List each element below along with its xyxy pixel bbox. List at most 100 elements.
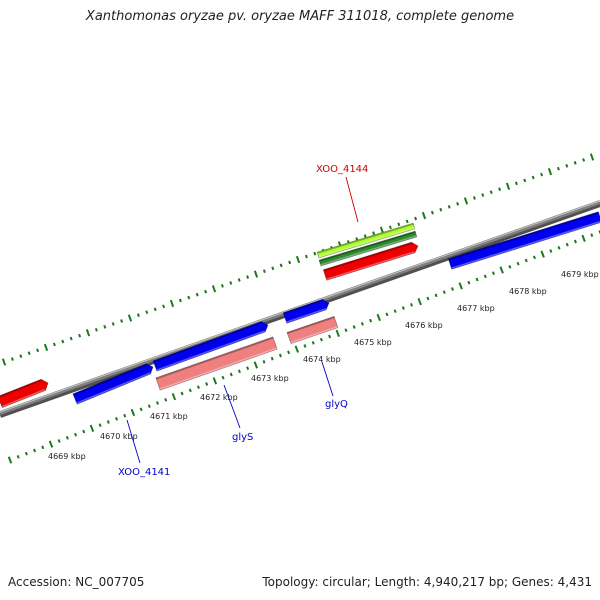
outer-track-tick: [1, 358, 7, 366]
gene-label: glyQ: [325, 399, 348, 410]
outer-track-tick: [237, 278, 241, 282]
inner-track-tick: [385, 312, 389, 317]
outer-track-tick: [27, 351, 31, 356]
outer-track-tick: [61, 339, 65, 344]
outer-track-tick: [211, 285, 217, 293]
inner-track-tick: [115, 416, 119, 421]
inner-track-tick: [410, 302, 414, 307]
inner-track-tick: [311, 340, 315, 345]
inner-track-tick: [41, 445, 45, 450]
scale-label: 4671 kbp: [150, 412, 188, 421]
inner-track-tick: [57, 439, 61, 443]
inner-track-tick: [549, 249, 553, 253]
outer-track-tick: [262, 269, 266, 274]
inner-track-tick: [557, 245, 561, 250]
feature-shadow: [73, 364, 147, 396]
scale-label: 4677 kbp: [457, 304, 495, 313]
gene-labels: XOO_4144 glyQ glyS XOO_4141: [118, 164, 368, 478]
cds-reverse-feature[interactable]: [0, 378, 49, 409]
cds-forward-feature[interactable]: [72, 363, 154, 405]
feature-highlight: [156, 330, 266, 371]
outer-track-tick: [94, 327, 98, 332]
feature-shadow: [287, 316, 335, 334]
feature-shadow: [153, 321, 263, 363]
feature-highlight: [286, 308, 326, 323]
cds-forward-feature[interactable]: [152, 321, 269, 372]
outer-track-tick: [136, 313, 140, 317]
outer-track-tick: [556, 166, 560, 171]
outer-track-tick: [481, 193, 485, 197]
outer-track-tick: [52, 342, 56, 347]
outer-track-tick: [498, 187, 502, 192]
inner-track-tick: [82, 429, 86, 434]
inner-track-tick: [147, 404, 151, 409]
outer-track-tick: [19, 354, 23, 358]
inner-track-tick: [376, 313, 381, 322]
outer-track-tick: [69, 336, 73, 341]
inner-track-tick: [171, 393, 177, 401]
inner-track-tick: [328, 334, 332, 339]
inner-track-tick: [188, 388, 192, 393]
misc-dark-feature[interactable]: [318, 230, 418, 267]
genome-summary: Topology: circular; Length: 4,940,217 bp…: [262, 575, 592, 589]
outer-track-tick: [78, 333, 82, 338]
inner-track-tick: [581, 234, 586, 242]
outer-track-tick: [271, 266, 275, 271]
feature-highlight: [451, 220, 600, 270]
outer-track-tick: [472, 196, 476, 200]
outer-track-tick: [229, 281, 233, 285]
feature-highlight: [318, 227, 415, 258]
gene-label-leader: [223, 384, 241, 429]
outer-track-tick: [514, 181, 518, 186]
cds-reverse-feature[interactable]: [322, 241, 419, 281]
gene-label-leader: [321, 361, 334, 397]
inner-track-tick: [196, 385, 200, 390]
scale-label: 4676 kbp: [405, 321, 443, 330]
inner-track-tick: [360, 321, 364, 326]
outer-track-tick: [246, 275, 250, 279]
backbone-highlight: [0, 200, 600, 413]
outer-track-tick: [162, 304, 166, 309]
outer-track-tick: [589, 153, 595, 161]
outer-track-tick: [220, 284, 224, 288]
genome-title: Xanthomonas oryzae pv. oryzae MAFF 31101…: [85, 9, 515, 24]
outer-track-tick: [120, 319, 124, 323]
outer-track-tick: [187, 295, 191, 300]
inner-track-tick: [303, 344, 307, 348]
cds-forward-feature[interactable]: [282, 298, 330, 324]
inner-track-tick: [458, 282, 463, 290]
outer-track-tick: [523, 178, 527, 183]
inner-track-tick: [450, 287, 455, 291]
inner-track-tick: [24, 451, 28, 456]
outer-track-tick: [111, 322, 115, 326]
inner-track-tick: [499, 266, 504, 274]
inner-track-tick: [590, 233, 594, 238]
outer-track-tick: [582, 158, 586, 162]
outer-track-tick: [397, 222, 401, 227]
misc-light-feature[interactable]: [316, 222, 416, 259]
scale-label: 4673 kbp: [251, 374, 289, 383]
trna-feature[interactable]: [155, 336, 278, 391]
feature-shadow: [319, 231, 416, 262]
outer-track-tick: [421, 211, 427, 220]
inner-track-tick: [393, 309, 397, 314]
inner-track-tick: [65, 435, 69, 440]
outer-track-tick: [388, 225, 392, 230]
outer-track-tick: [153, 307, 157, 312]
gene-label: glyS: [232, 432, 253, 443]
outer-track-tick: [405, 219, 409, 224]
inner-track-tick: [467, 280, 471, 285]
inner-tick-track: [7, 230, 600, 464]
feature-track: [0, 211, 600, 409]
inner-track-tick: [573, 239, 577, 244]
outer-track-tick: [304, 254, 308, 259]
feature-highlight: [76, 372, 151, 404]
outer-track-tick: [573, 161, 577, 165]
gene-label: XOO_4141: [118, 467, 170, 478]
scale-label: 4675 kbp: [354, 338, 392, 347]
outer-track-tick: [279, 263, 283, 268]
trna-feature[interactable]: [286, 315, 339, 345]
outer-track-tick: [313, 251, 317, 256]
cds-forward-feature[interactable]: [447, 211, 600, 270]
inner-track-tick: [434, 293, 438, 298]
